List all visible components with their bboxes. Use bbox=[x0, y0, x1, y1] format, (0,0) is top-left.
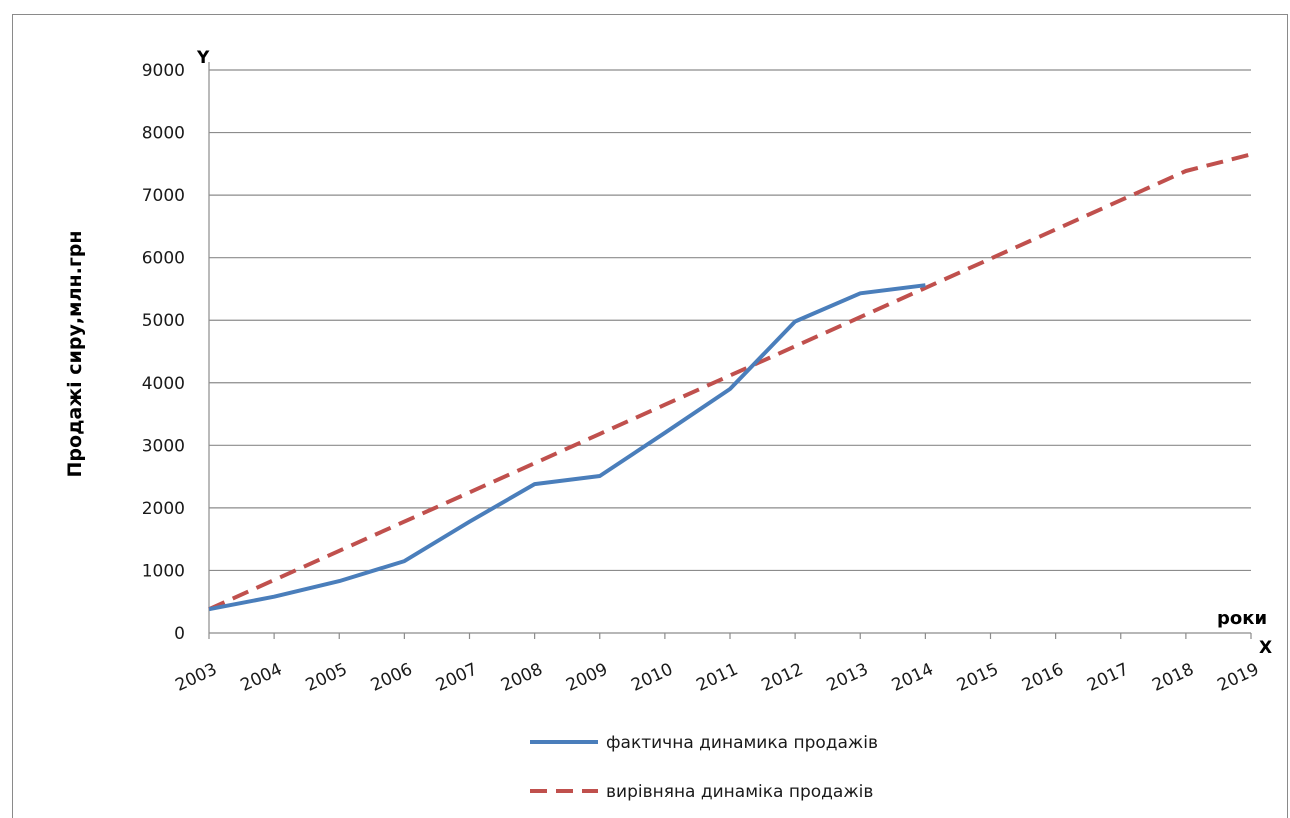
x-tick-label: 2011 bbox=[693, 659, 741, 695]
y-tick-label: 1000 bbox=[142, 561, 185, 581]
x-axis-title: роки bbox=[1217, 608, 1267, 629]
series-line-actual bbox=[208, 283, 926, 612]
x-tick-label: 2004 bbox=[238, 659, 286, 695]
y-tick-label: 8000 bbox=[142, 124, 185, 144]
x-tick-label: 2012 bbox=[759, 659, 807, 695]
series-lines bbox=[208, 152, 1252, 612]
x-tick-label: 2010 bbox=[628, 659, 676, 695]
y-tick-labels: 0 1000 2000 3000 4000 5000 6000 7000 8000 9000 bbox=[142, 61, 185, 644]
x-axis-letter: X bbox=[1259, 638, 1272, 658]
legend-label-trend: вирівняна динаміка продажів bbox=[606, 782, 873, 802]
grid-lines bbox=[209, 69, 1251, 572]
x-tick-label: 2008 bbox=[498, 659, 546, 695]
x-tick-label: 2003 bbox=[172, 659, 220, 695]
y-tick-label: 0 bbox=[174, 624, 185, 644]
x-tick-label: 2019 bbox=[1214, 659, 1262, 695]
series-line-trend bbox=[208, 152, 1252, 612]
y-tick-label: 3000 bbox=[142, 436, 185, 456]
x-tick-label: 2014 bbox=[889, 659, 937, 695]
x-tick-label: 2006 bbox=[368, 659, 416, 695]
legend: фактична динамика продажів вирівняна дин… bbox=[530, 733, 878, 802]
y-tick-label: 6000 bbox=[142, 249, 185, 269]
x-tick-label: 2016 bbox=[1019, 659, 1067, 695]
chart-frame bbox=[12, 14, 1288, 818]
x-tick-labels: 2003 2004 2005 2006 2007 2008 2009 2010 2011 2012… bbox=[172, 659, 1262, 695]
x-tick-label: 2015 bbox=[954, 659, 1002, 695]
x-tick-label: 2005 bbox=[303, 659, 351, 695]
x-tick-label: 2017 bbox=[1084, 659, 1132, 695]
legend-label-actual: фактична динамика продажів bbox=[606, 733, 878, 753]
y-tick-label: 9000 bbox=[142, 61, 185, 81]
x-tick-label: 2013 bbox=[824, 659, 872, 695]
x-tick-label: 2009 bbox=[563, 659, 611, 695]
x-tick-label: 2007 bbox=[433, 659, 481, 695]
x-tick-label: 2018 bbox=[1149, 659, 1197, 695]
y-axis-title: Продажі сиру,млн.грн bbox=[64, 231, 86, 478]
axes bbox=[208, 62, 1252, 639]
y-axis-letter: Y bbox=[196, 48, 210, 68]
y-tick-label: 4000 bbox=[142, 374, 185, 394]
y-tick-label: 5000 bbox=[142, 311, 185, 331]
y-tick-label: 2000 bbox=[142, 499, 185, 519]
y-tick-label: 7000 bbox=[142, 186, 185, 206]
